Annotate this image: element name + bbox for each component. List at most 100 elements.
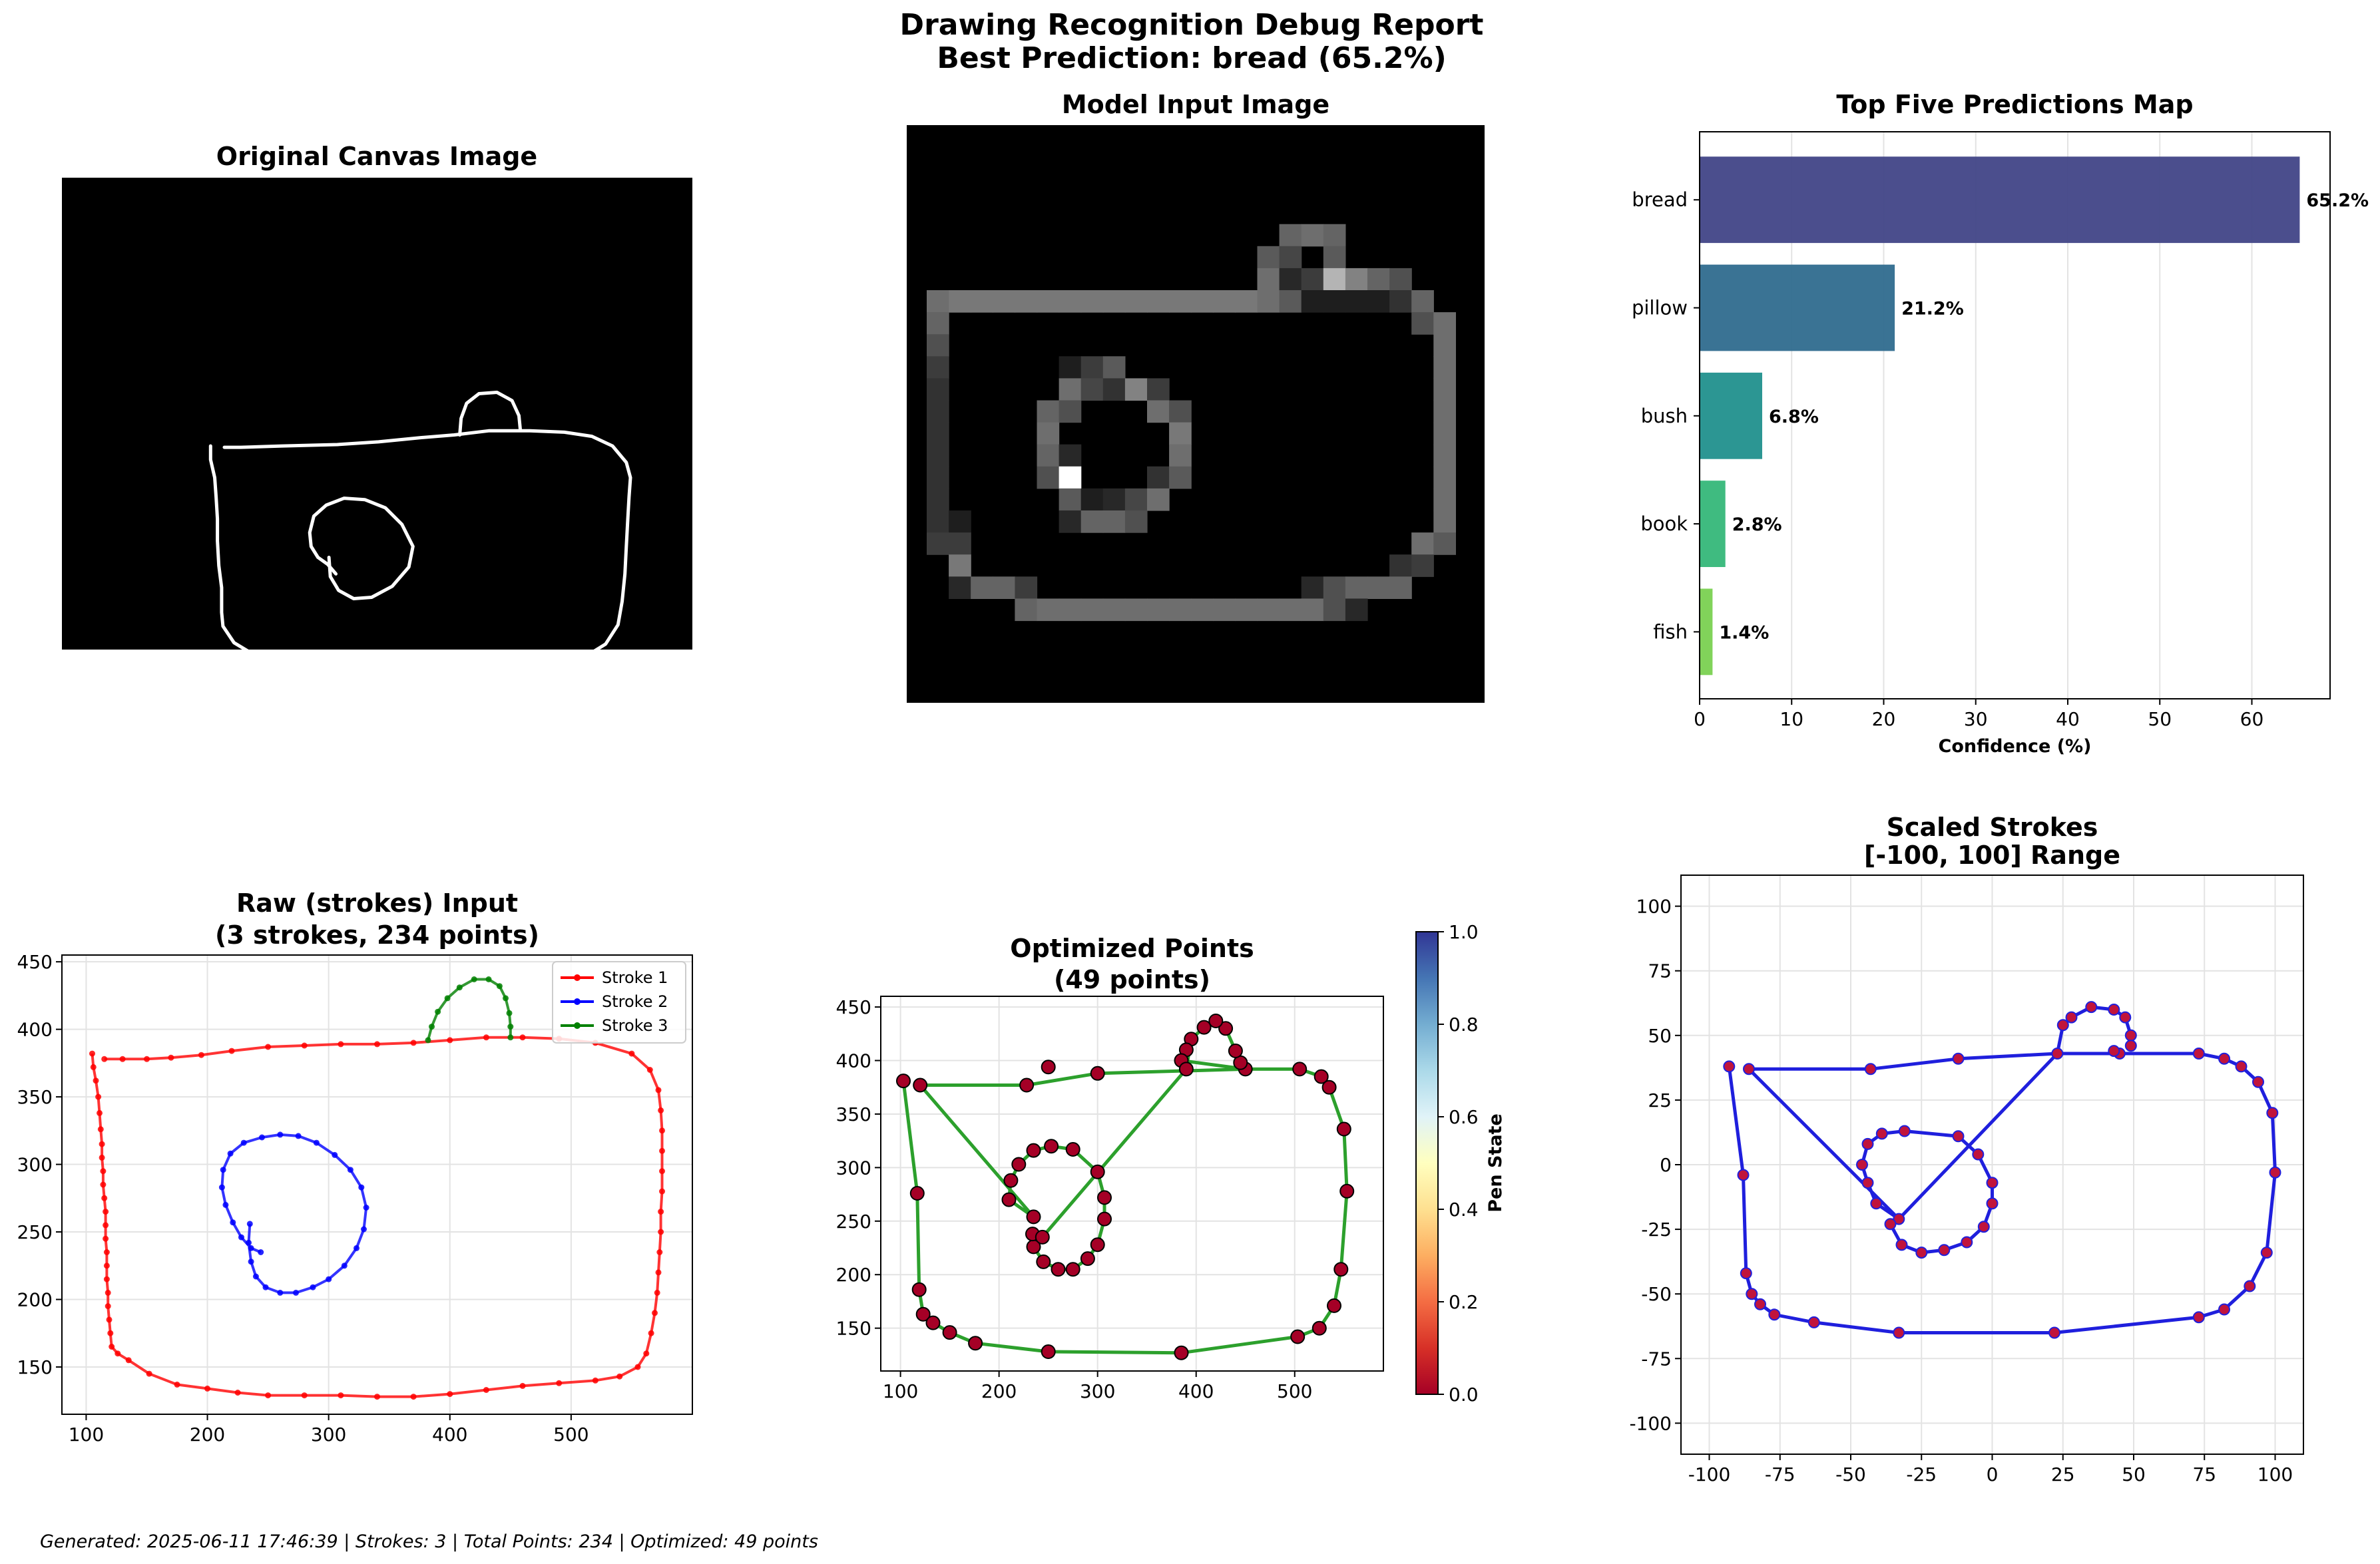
- bar-category-label: bread: [1632, 188, 1688, 211]
- scaled-point: [1938, 1244, 1951, 1257]
- y-tick-label: 50: [1648, 1025, 1672, 1047]
- y-tick-label: 250: [836, 1211, 871, 1233]
- scaled-point: [1952, 1052, 1965, 1065]
- scaled-point: [2192, 1311, 2205, 1324]
- y-tick-label: -50: [1641, 1283, 1672, 1305]
- input-pixel: [1279, 598, 1302, 622]
- scaled-point: [2266, 1107, 2279, 1119]
- input-pixel: [1257, 290, 1280, 313]
- input-pixel: [1059, 510, 1082, 533]
- stroke-1-point: [198, 1052, 204, 1058]
- input-pixel: [1124, 598, 1148, 622]
- stroke-1-point: [265, 1044, 272, 1050]
- stroke-1-point: [101, 1056, 108, 1062]
- input-pixel: [971, 290, 993, 313]
- optimized-point: [1090, 1066, 1105, 1081]
- input-pixel: [1191, 290, 1214, 313]
- input-pixel: [1147, 488, 1170, 511]
- stroke-1-point: [106, 1316, 113, 1323]
- y-tick-label: 350: [836, 1103, 871, 1125]
- stroke-2-point: [347, 1167, 354, 1173]
- legend-marker: [574, 1022, 581, 1029]
- optimized-point: [1196, 1020, 1212, 1035]
- stroke-1-point: [658, 1229, 664, 1235]
- axes-frame: [1680, 875, 2304, 1455]
- input-pixel: [1433, 532, 1456, 555]
- optimized-point: [1026, 1143, 1041, 1158]
- axes-frame: [880, 996, 1384, 1372]
- stroke-1-point: [146, 1370, 152, 1377]
- scaled-point: [1737, 1169, 1750, 1181]
- optimized-point: [1311, 1320, 1327, 1336]
- stroke-2-point: [220, 1167, 226, 1173]
- stroke-1-point: [119, 1056, 126, 1062]
- y-tick-label: 250: [17, 1221, 53, 1243]
- colorbar-tick-label: 0.8: [1449, 1014, 1479, 1036]
- stroke-2-point: [313, 1139, 320, 1146]
- y-tick-label: 200: [17, 1289, 53, 1311]
- input-pixel: [1059, 400, 1082, 423]
- colorbar-tick-label: 0.4: [1449, 1199, 1479, 1221]
- stroke-2-point: [259, 1134, 265, 1141]
- input-pixel: [1169, 422, 1192, 445]
- stroke-1-point: [228, 1048, 235, 1054]
- scaled-point: [1893, 1213, 1905, 1225]
- panel-title: Original Canvas Image: [216, 142, 537, 171]
- stroke-2-point: [332, 1151, 338, 1158]
- input-pixel: [1102, 356, 1126, 379]
- stroke-2-point: [358, 1184, 365, 1191]
- input-pixel: [1433, 312, 1456, 335]
- y-tick-label: 150: [836, 1318, 871, 1340]
- input-pixel: [1323, 576, 1346, 599]
- input-pixel: [1301, 268, 1324, 291]
- stroke-1-point: [265, 1392, 272, 1399]
- stroke-1-point: [89, 1050, 95, 1057]
- stroke-3-point: [471, 976, 477, 982]
- stroke-1-point: [483, 1034, 489, 1041]
- input-pixel: [1213, 290, 1236, 313]
- stroke-1-point: [100, 1181, 107, 1188]
- stroke-2-point: [218, 1184, 225, 1191]
- stroke-2-point: [310, 1284, 316, 1290]
- stroke-1-point: [234, 1390, 241, 1396]
- input-pixel: [1059, 466, 1082, 489]
- legend-marker: [574, 974, 581, 981]
- bar-category-label: bush: [1641, 405, 1688, 427]
- x-tick-label: 400: [1178, 1380, 1214, 1402]
- input-pixel: [1124, 488, 1148, 511]
- input-pixel: [1124, 290, 1148, 313]
- x-tick-label: 20: [1872, 708, 1896, 730]
- colorbar-tick-label: 0.6: [1449, 1106, 1479, 1128]
- stroke-1-point: [115, 1350, 121, 1357]
- optimized-point: [1051, 1262, 1066, 1277]
- stroke-1-point: [103, 1209, 109, 1215]
- input-pixel: [1279, 290, 1302, 313]
- input-pixel: [1037, 422, 1060, 445]
- stroke-1-point: [659, 1127, 665, 1134]
- stroke-1-point: [95, 1093, 102, 1100]
- stroke-1-point: [483, 1387, 489, 1393]
- stroke-1-point: [103, 1276, 110, 1282]
- stroke-1-point: [107, 1330, 114, 1336]
- input-pixel: [1345, 268, 1368, 291]
- stroke-1-point: [654, 1289, 660, 1296]
- optimized-point: [1292, 1062, 1308, 1077]
- input-pixel: [1080, 598, 1104, 622]
- optimized-point: [1097, 1190, 1112, 1205]
- input-pixel: [1301, 598, 1324, 622]
- y-tick-label: 300: [17, 1154, 53, 1176]
- x-tick-label: 0: [1694, 708, 1706, 730]
- stroke-3-point: [503, 995, 509, 1002]
- bar-pillow: [1700, 264, 1895, 351]
- input-pixel: [1389, 576, 1412, 599]
- stroke-1-point: [99, 1141, 105, 1147]
- stroke-2-point: [361, 1226, 367, 1233]
- panel-title: Top Five Predictions Map: [1836, 90, 2193, 119]
- scaled-point: [1915, 1247, 1928, 1259]
- input-pixel: [1102, 598, 1126, 622]
- scaled-point: [1875, 1127, 1888, 1140]
- optimized-point: [1041, 1344, 1056, 1359]
- input-pixel: [1169, 400, 1192, 423]
- legend-box: [552, 961, 686, 1044]
- stroke-1-point: [301, 1042, 308, 1049]
